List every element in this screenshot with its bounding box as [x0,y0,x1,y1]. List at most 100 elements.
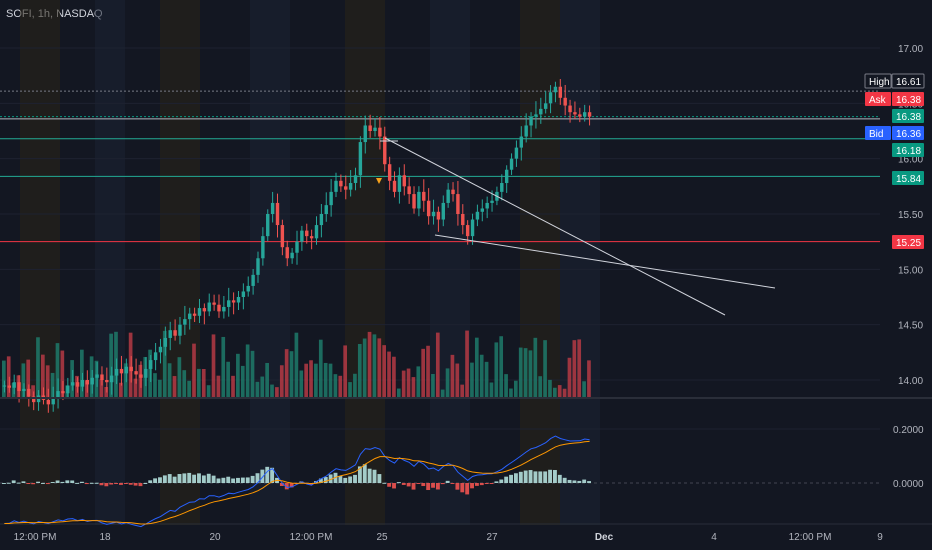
candle-body [56,391,60,398]
candle-body [100,374,104,380]
time-tick-label: 18 [99,532,111,543]
volume-bar [294,332,299,398]
price-tick-label: 17.00 [898,44,923,55]
macd-hist-bar [523,470,528,483]
candle-body [70,382,75,386]
macd-hist-bar [484,483,489,484]
volume-bar [489,382,494,398]
macd-hist-bar [114,483,119,484]
macd-hist-bar [123,483,128,484]
volume-bar [211,334,216,398]
macd-hist-bar [362,464,367,483]
volume-bar [109,333,113,398]
volume-bar [338,375,343,398]
volume-bar [133,378,138,398]
macd-hist-bar [55,480,60,483]
volume-bar [89,356,94,398]
macd-hist-bar [26,483,31,484]
candle-body [568,105,572,113]
volume-bar [240,365,245,398]
macd-hist-bar [177,474,182,483]
volume-bar [84,380,89,398]
volume-bar [528,350,533,398]
volume-bar [260,376,265,398]
macd-hist-bar [450,483,455,484]
candle-body [129,366,133,372]
macd-hist-bar [206,473,211,483]
candle-body [119,368,124,374]
price-tag-bg [892,171,924,185]
price-tick-label: 14.50 [898,321,923,332]
candle-body [105,380,109,383]
candle-body [587,112,592,117]
macd-hist-bar [470,483,474,489]
candle-body [543,103,548,109]
volume-bar [401,370,406,398]
volume-bar [206,385,211,398]
candle-body [392,180,397,192]
macd-hist-bar [94,482,99,484]
price-tag-bg [892,235,924,249]
volume-bar [104,386,109,398]
volume-bar [75,375,79,398]
volume-bar [479,354,484,398]
volume-bar [367,331,372,398]
volume-bar [382,345,387,398]
macd-hist-bar [377,474,382,483]
macd-hist-bar [60,481,65,483]
volume-bar [387,351,391,398]
macd-hist-bar [31,483,36,485]
session-band-1 [95,0,125,525]
candle-body [319,214,324,226]
candle-body [353,175,358,184]
macd-hist-bar [89,482,94,484]
macd-hist-bar [387,483,392,487]
candle-body [163,337,168,347]
candle-body [188,313,192,320]
candle-body [490,200,494,203]
candle-body [548,92,553,104]
price-tick-label: 14.00 [898,376,923,387]
candle-body [231,300,236,303]
candle-body [480,208,484,212]
candle-body [363,125,367,143]
session-band-7 [560,0,600,525]
macd-hist-bar [138,483,143,487]
candle-body [261,236,265,259]
volume-bar [435,332,440,398]
macd-hist-bar [494,481,499,483]
volume-bar [538,376,543,398]
volume-bar [50,372,55,398]
price-tag-value: 16.18 [896,146,921,157]
candle-body [22,388,26,392]
macd-hist-bar [270,467,275,483]
candle-body [348,183,353,190]
volume-bar [192,343,196,398]
volume-bar [377,338,382,398]
candle-body [290,252,294,259]
macd-hist-bar [552,470,557,483]
candle-body [31,396,36,403]
macd-hist-bar [41,482,45,484]
volume-bar [577,339,582,398]
candle-body [465,225,470,237]
volume-bar [314,363,318,398]
volume-bar [587,360,591,398]
volume-bar [201,368,206,398]
volume-bar [333,374,338,398]
macd-hist-bar [250,475,255,483]
macd-hist-bar [279,483,284,486]
macd-hist-bar [158,477,162,483]
candle-body [387,164,392,181]
volume-bar [245,344,250,398]
price-tick-label: 15.50 [898,210,923,221]
candle-body [373,127,377,131]
candle-body [509,158,514,170]
candle-body [426,200,431,217]
candle-body [514,147,519,159]
macd-hist-bar [455,483,460,490]
candle-body [236,297,241,303]
macd-hist-bar [382,482,387,484]
price-tick-label: 16.00 [898,155,923,166]
